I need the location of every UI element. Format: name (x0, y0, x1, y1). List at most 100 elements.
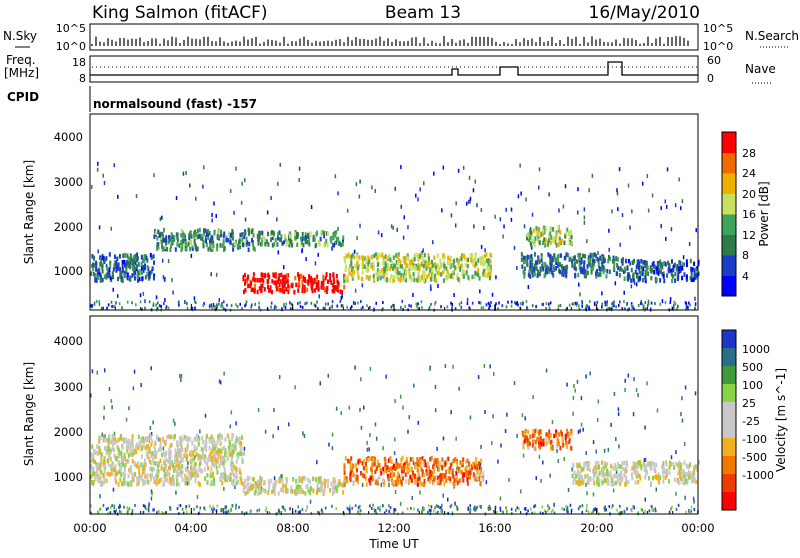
power-noise-cell (331, 246, 333, 251)
power-cell (338, 241, 341, 246)
power-cell (123, 263, 126, 268)
power-cell (533, 243, 536, 248)
velocity-cell (136, 445, 139, 451)
power-cell (632, 258, 635, 264)
velocity-cell (586, 463, 589, 469)
velocity-cell (215, 465, 218, 470)
power-cell (276, 242, 279, 247)
power-cell (616, 257, 619, 262)
velocity-cell (139, 439, 142, 445)
power-cell (681, 275, 684, 281)
power-cell (206, 229, 209, 235)
power-clutter-cell (226, 303, 228, 307)
velocity-cell (193, 444, 196, 450)
velocity-cell (113, 453, 116, 458)
power-clutter-cell (498, 301, 500, 305)
power-cell (337, 236, 340, 242)
velocity-noise-cell (480, 444, 482, 449)
power-cell (142, 268, 145, 273)
power-clutter-cell (404, 304, 406, 308)
velocity-cell (361, 472, 364, 478)
power-cell (146, 264, 149, 270)
velocity-cell (359, 458, 362, 464)
velocity-clutter-cell (467, 506, 470, 510)
velocity-cell (220, 434, 223, 439)
velocity-cell (538, 443, 541, 449)
velocity-cell (397, 471, 400, 477)
velocity-cell (419, 463, 422, 468)
velocity-cell (168, 476, 171, 482)
velocity-cell (576, 471, 579, 477)
power-cell (661, 265, 664, 270)
power-cell (267, 278, 270, 284)
velocity-cell (454, 456, 457, 462)
velocity-cell (169, 449, 172, 455)
power-noise-cell (494, 214, 496, 219)
velocity-cell (126, 445, 129, 451)
velocity-cell (152, 460, 155, 466)
velocity-cell (424, 459, 427, 464)
velocity-cell (693, 470, 696, 475)
power-noise-cell (646, 174, 649, 179)
velocity-noise-cell (458, 386, 460, 391)
velocity-cell (368, 456, 371, 462)
power-cell (200, 233, 203, 239)
power-cell (326, 279, 329, 284)
velocity-cell (343, 470, 346, 475)
power-cell (94, 278, 97, 283)
velocity-cell (165, 440, 168, 445)
velocity-cell (244, 484, 247, 490)
power-cell (279, 287, 282, 293)
power-cell (670, 259, 673, 264)
velocity-clutter-cell (440, 506, 443, 510)
power-cell (489, 264, 492, 269)
velocity-noise-cell (162, 446, 165, 451)
velocity-cell (140, 475, 143, 481)
power-cell (343, 284, 346, 290)
power-cell (552, 264, 555, 270)
velocity-cell (619, 481, 622, 487)
velocity-clutter-cell (182, 511, 185, 515)
power-noise-cell (98, 301, 101, 306)
velocity-cell (183, 453, 186, 458)
velocity-clutter-cell (587, 510, 590, 514)
power-clutter-cell (368, 305, 371, 309)
power-clutter-cell (239, 302, 242, 306)
velocity-cell (696, 466, 699, 471)
velocity-cell (691, 476, 694, 482)
power-cell (220, 229, 223, 235)
power-noise-cell (430, 286, 432, 291)
power-cell (467, 257, 470, 262)
velocity-cell (122, 481, 125, 487)
power-cell (396, 270, 399, 276)
velocity-cell (624, 475, 627, 480)
velocity-cell (468, 462, 471, 468)
power-cell (477, 272, 480, 278)
power-noise-cell (163, 277, 166, 282)
power-cell (452, 259, 455, 265)
velocity-cell (469, 470, 472, 476)
velocity-clutter-cell (388, 509, 391, 513)
power-cell (267, 272, 270, 278)
power-noise-cell (631, 209, 633, 214)
power-cell (418, 263, 421, 268)
velocity-cell (654, 474, 657, 480)
power-noise-cell (185, 171, 187, 176)
power-noise-cell (577, 187, 579, 192)
velocity-panel: Slant Range [km] 1000 2000 3000 4000 00:… (22, 315, 715, 551)
velocity-cell (460, 477, 463, 482)
velocity-noise-cell (280, 474, 282, 479)
power-cell (530, 232, 533, 238)
power-noise-cell (276, 217, 278, 222)
power-noise-cell (433, 171, 435, 176)
power-noise-cell (505, 207, 507, 212)
velocity-clutter-cell (289, 507, 291, 511)
power-clutter-cell (644, 307, 647, 311)
power-cell (189, 240, 192, 246)
power-cell (242, 276, 245, 282)
power-cell (216, 246, 219, 251)
velocity-cell (209, 452, 212, 457)
velocity-cell (198, 436, 201, 442)
power-noise-cell (455, 201, 457, 206)
power-clutter-cell (488, 307, 490, 311)
